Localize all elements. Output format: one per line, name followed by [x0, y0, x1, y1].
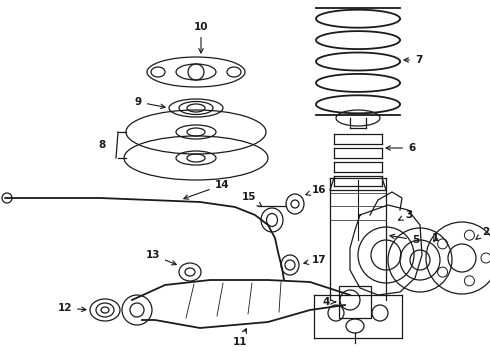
Text: 15: 15 — [242, 192, 262, 207]
Text: 9: 9 — [135, 97, 165, 109]
Text: 12: 12 — [57, 303, 86, 313]
Text: 7: 7 — [404, 55, 422, 65]
Text: 13: 13 — [146, 250, 176, 265]
Text: 2: 2 — [476, 227, 489, 239]
Text: 1: 1 — [432, 233, 439, 243]
Text: 4: 4 — [322, 297, 336, 307]
Text: 8: 8 — [98, 140, 106, 150]
Text: 6: 6 — [386, 143, 415, 153]
Text: 14: 14 — [184, 180, 229, 199]
Bar — [339, 286, 371, 318]
Text: 16: 16 — [306, 185, 326, 195]
Text: 17: 17 — [304, 255, 327, 265]
Text: 10: 10 — [194, 22, 208, 53]
Text: 3: 3 — [398, 210, 412, 220]
Text: 11: 11 — [233, 329, 247, 347]
Text: 5: 5 — [390, 234, 419, 245]
